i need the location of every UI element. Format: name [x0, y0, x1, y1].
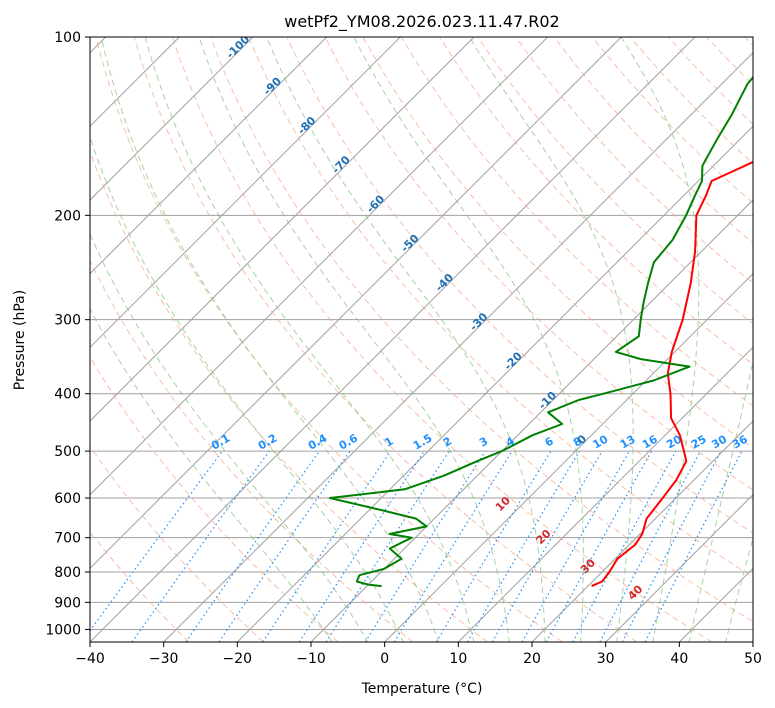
y-tick-label: 300	[54, 313, 81, 329]
moist-adiabat-line	[266, 37, 546, 642]
dry-adiabat-line	[133, 37, 638, 642]
moist-adiabat-line	[90, 232, 369, 642]
mixing-ratio-line	[364, 450, 486, 642]
moist-adiabat-line	[469, 37, 634, 642]
isotherm-line	[90, 37, 696, 642]
y-tick-label: 200	[54, 208, 81, 224]
chart-title: wetPf2_YM08.2026.023.11.47.R02	[284, 12, 559, 32]
y-tick-label: 400	[54, 387, 81, 403]
isotherm-line	[236, 125, 753, 642]
y-tick-label: 100	[54, 30, 81, 46]
mixing-ratio-line	[393, 450, 513, 642]
isotherm-line	[457, 346, 753, 642]
isotherm-line	[90, 37, 328, 275]
x-tick-label: 30	[597, 651, 615, 667]
moist-adiabat-line	[725, 536, 753, 642]
x-tick-label: 40	[670, 651, 688, 667]
moist-adiabat-line	[90, 308, 333, 642]
plot-frame	[89, 36, 754, 643]
axis-ticks: −40 −30 −20 −10 0 10 20 30 40 50 100 200 300 400 500 60…	[45, 30, 762, 667]
mixing-ratio-line	[262, 450, 392, 642]
isotherm-line	[605, 493, 753, 642]
x-tick-label: −20	[223, 651, 253, 667]
dewpoint-profile-line	[328, 75, 753, 588]
dry-adiabat-line	[90, 445, 264, 642]
dry-adiabat-line	[90, 259, 414, 642]
mixing-ratio-line	[185, 450, 320, 642]
profile-lines	[328, 75, 753, 588]
y-tick-label: 1000	[45, 622, 81, 638]
x-tick-label: −10	[296, 651, 326, 667]
y-tick-label: 900	[54, 595, 81, 611]
x-tick-label: 50	[744, 651, 762, 667]
isotherm-line	[90, 37, 622, 570]
dry-adiabat-line	[286, 37, 753, 534]
moist-adiabat-line	[90, 135, 404, 642]
x-tick-label: 10	[449, 651, 467, 667]
x-axis-label: Temperature (°C)	[361, 681, 483, 697]
y-tick-label: 700	[54, 531, 81, 547]
mixing-ratio-line	[466, 450, 580, 642]
dry-adiabat-line	[171, 37, 712, 642]
y-tick-label: 600	[54, 491, 81, 507]
temperature-profile-line	[591, 160, 753, 588]
isotherm-line	[90, 37, 475, 422]
moist-adiabat-line	[353, 37, 584, 642]
mixing-ratio-line	[218, 450, 351, 642]
y-axis-label: Pressure (hPa)	[12, 290, 28, 390]
y-tick-label: 500	[54, 444, 81, 460]
x-tick-label: −30	[149, 651, 179, 667]
moist-adiabat-line	[620, 37, 700, 642]
moist-adiabat-line	[100, 37, 440, 642]
isotherm-line	[90, 37, 254, 201]
isotherm-line	[384, 272, 753, 642]
mixing-ratio-line	[325, 450, 450, 642]
isotherm-line	[163, 51, 753, 642]
background-lines	[90, 37, 753, 642]
dry-adiabat-line	[248, 37, 753, 578]
isotherm-line	[90, 37, 549, 496]
dry-adiabat-line	[324, 37, 753, 491]
mixing-ratio-line	[599, 450, 702, 642]
mixing-ratio-line	[435, 450, 552, 642]
moist-adiabat-line	[198, 37, 510, 642]
x-tick-label: 0	[380, 651, 389, 667]
mixing-ratio-line	[298, 450, 425, 642]
dry-adiabat-line	[95, 37, 563, 642]
moist-adiabat-line	[688, 358, 753, 642]
mixing-ratio-line	[572, 450, 677, 642]
x-tick-label: −40	[75, 651, 105, 667]
isotherm-line	[531, 420, 753, 642]
dry-adiabat-line	[515, 37, 753, 284]
isotherm-line	[90, 37, 401, 349]
y-tick-label: 800	[54, 565, 81, 581]
moist-adiabat-line	[144, 37, 475, 642]
x-tick-label: 20	[523, 651, 541, 667]
dry-adiabat-line	[210, 37, 753, 623]
